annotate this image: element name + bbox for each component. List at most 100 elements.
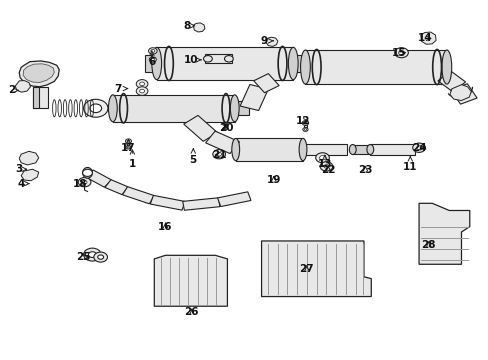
- Text: 23: 23: [357, 165, 372, 175]
- Circle shape: [140, 82, 144, 86]
- Text: 21: 21: [211, 150, 226, 160]
- Polygon shape: [293, 55, 305, 72]
- Text: 20: 20: [218, 123, 233, 133]
- Circle shape: [324, 165, 328, 168]
- Polygon shape: [15, 81, 30, 92]
- Polygon shape: [151, 54, 154, 57]
- Circle shape: [136, 87, 148, 95]
- Circle shape: [82, 180, 87, 184]
- Polygon shape: [420, 32, 435, 44]
- Text: 2: 2: [8, 85, 18, 95]
- Polygon shape: [154, 255, 227, 306]
- Polygon shape: [450, 84, 476, 104]
- Text: 13: 13: [317, 155, 331, 169]
- Circle shape: [127, 147, 129, 148]
- Circle shape: [222, 122, 227, 126]
- Circle shape: [140, 89, 144, 93]
- Circle shape: [78, 177, 91, 187]
- Circle shape: [224, 55, 233, 62]
- Polygon shape: [122, 187, 154, 204]
- Circle shape: [320, 162, 332, 171]
- Text: 25: 25: [76, 252, 91, 262]
- Polygon shape: [369, 144, 414, 154]
- Polygon shape: [86, 170, 111, 187]
- Text: 4: 4: [18, 179, 29, 189]
- Ellipse shape: [82, 167, 92, 178]
- Polygon shape: [33, 87, 39, 108]
- Text: 9: 9: [260, 36, 273, 46]
- Polygon shape: [304, 56, 306, 71]
- Text: 17: 17: [121, 140, 136, 153]
- Polygon shape: [253, 74, 279, 93]
- Polygon shape: [150, 195, 185, 210]
- Polygon shape: [302, 144, 346, 155]
- Polygon shape: [235, 138, 303, 161]
- Polygon shape: [183, 116, 217, 141]
- Circle shape: [302, 121, 308, 125]
- Polygon shape: [19, 151, 39, 165]
- Circle shape: [148, 48, 157, 54]
- Text: 14: 14: [417, 33, 431, 43]
- Circle shape: [224, 128, 225, 129]
- Polygon shape: [305, 50, 446, 84]
- Circle shape: [90, 104, 102, 113]
- Polygon shape: [224, 126, 225, 127]
- Text: 6: 6: [148, 51, 155, 67]
- Text: 8: 8: [183, 21, 194, 31]
- Polygon shape: [240, 85, 268, 111]
- Polygon shape: [351, 145, 370, 154]
- Ellipse shape: [230, 95, 239, 122]
- Circle shape: [83, 99, 108, 117]
- Polygon shape: [449, 85, 470, 100]
- Text: 5: 5: [189, 149, 197, 165]
- Circle shape: [412, 143, 425, 152]
- Circle shape: [398, 50, 404, 55]
- Ellipse shape: [299, 138, 306, 161]
- Text: 18: 18: [72, 179, 87, 189]
- Text: 7: 7: [114, 84, 127, 94]
- Polygon shape: [105, 180, 128, 195]
- Text: 26: 26: [184, 307, 199, 317]
- Circle shape: [151, 58, 154, 60]
- Circle shape: [127, 140, 129, 142]
- Circle shape: [82, 169, 92, 176]
- Text: 27: 27: [299, 264, 314, 274]
- Text: 10: 10: [183, 55, 201, 65]
- Polygon shape: [265, 37, 277, 46]
- Polygon shape: [205, 131, 239, 154]
- Ellipse shape: [108, 95, 117, 122]
- Circle shape: [223, 127, 226, 130]
- Ellipse shape: [288, 47, 298, 80]
- Polygon shape: [113, 95, 234, 122]
- Circle shape: [304, 122, 306, 124]
- Polygon shape: [144, 55, 157, 72]
- Polygon shape: [437, 71, 465, 91]
- Text: 22: 22: [321, 165, 335, 175]
- Circle shape: [151, 49, 155, 52]
- Polygon shape: [183, 198, 220, 210]
- Text: 16: 16: [158, 222, 172, 231]
- Circle shape: [216, 152, 221, 156]
- Polygon shape: [23, 64, 54, 82]
- Polygon shape: [217, 192, 250, 207]
- Text: 24: 24: [411, 143, 426, 153]
- Bar: [205, 54, 232, 63]
- Ellipse shape: [152, 47, 161, 80]
- Polygon shape: [418, 203, 469, 264]
- Text: 15: 15: [391, 48, 406, 58]
- Polygon shape: [234, 101, 249, 116]
- Ellipse shape: [348, 144, 355, 154]
- Circle shape: [125, 139, 131, 143]
- Ellipse shape: [441, 50, 451, 84]
- Circle shape: [203, 55, 212, 62]
- Text: 1: 1: [128, 150, 136, 169]
- Polygon shape: [33, 87, 48, 108]
- Text: 3: 3: [16, 164, 26, 174]
- Circle shape: [315, 153, 329, 163]
- Circle shape: [224, 123, 225, 125]
- Circle shape: [98, 255, 103, 259]
- Circle shape: [302, 127, 307, 131]
- Ellipse shape: [300, 50, 310, 84]
- Circle shape: [416, 146, 421, 149]
- Circle shape: [136, 80, 148, 88]
